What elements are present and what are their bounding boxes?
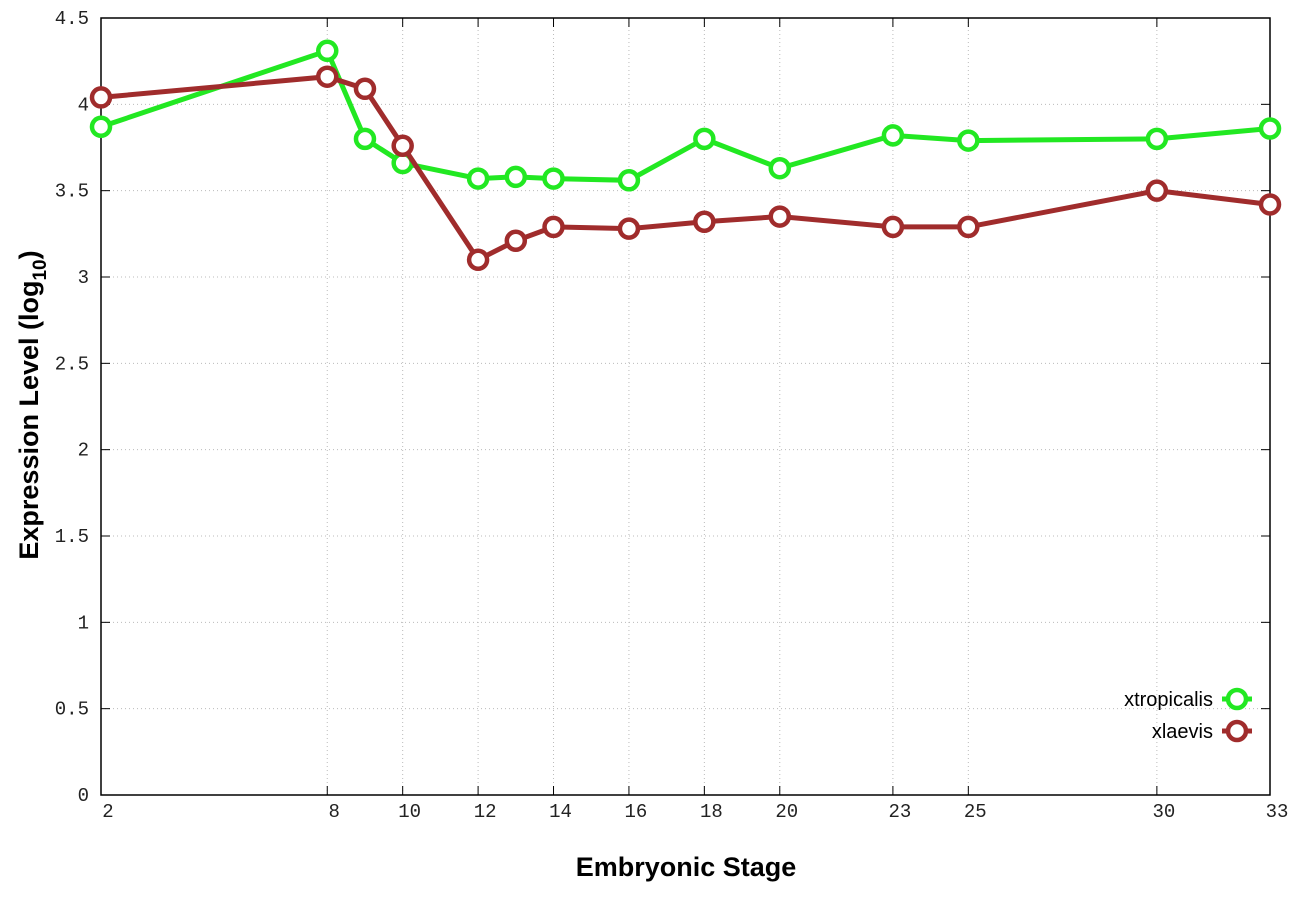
y-tick-label: 0 [78, 785, 89, 807]
data-point [1258, 193, 1282, 216]
x-axis-label: Embryonic Stage [576, 852, 797, 882]
data-point [504, 165, 528, 189]
data-point [1145, 179, 1169, 202]
data-point [881, 124, 905, 147]
data-point [504, 229, 528, 252]
series-line [100, 47, 1271, 183]
data-point [466, 167, 490, 190]
data-point [881, 215, 905, 239]
data-point [1258, 117, 1282, 140]
plot-frame [100, 17, 1271, 796]
data-point [693, 127, 716, 151]
data-point [89, 86, 113, 109]
data-point [466, 248, 490, 271]
data-point [353, 127, 377, 151]
data-point [542, 167, 565, 190]
data-point [1145, 127, 1169, 151]
data-point [89, 115, 113, 139]
x-tick-label: 25 [964, 801, 987, 823]
data-point [316, 65, 339, 88]
legend-label: xtropicalis [1124, 689, 1213, 711]
data-point [391, 134, 414, 158]
y-axis-label-main: Expression Level (log [14, 281, 44, 560]
data-point [316, 39, 339, 63]
y-axis-label: Expression Level (log10) [14, 250, 51, 559]
x-tick-label: 2 [102, 801, 113, 823]
y-tick-label: 4.5 [55, 8, 89, 30]
x-tick-label: 10 [398, 801, 421, 823]
data-point [617, 217, 641, 240]
data-point [768, 156, 792, 180]
y-tick-label: 1 [78, 612, 89, 634]
x-tick-label: 16 [625, 801, 648, 823]
data-point [353, 77, 377, 101]
y-tick-label: 1.5 [55, 526, 89, 548]
x-tick-label: 33 [1266, 801, 1289, 823]
x-tick-label: 18 [700, 801, 723, 823]
y-axis-label-sub: 10 [30, 259, 51, 280]
y-tick-label: 4 [78, 94, 89, 116]
x-tick-label: 8 [329, 801, 340, 823]
data-point [957, 129, 980, 152]
data-point [542, 215, 565, 239]
series-line [100, 74, 1271, 263]
x-tick-label: 30 [1152, 801, 1175, 823]
y-tick-label: 3.5 [55, 181, 89, 203]
data-point [617, 169, 641, 192]
legend-swatch-marker [1225, 687, 1249, 711]
x-tick-label: 20 [775, 801, 798, 823]
x-tick-label: 14 [549, 801, 572, 823]
data-point [957, 215, 980, 239]
data-point [768, 205, 792, 228]
y-axis-label-end: ) [14, 250, 44, 259]
legend-label: xlaevis [1152, 721, 1213, 743]
y-tick-label: 3 [78, 267, 89, 289]
x-tick-label: 23 [888, 801, 911, 823]
y-tick-label: 0.5 [55, 699, 89, 721]
legend-swatch-marker [1225, 719, 1249, 743]
y-tick-label: 2.5 [55, 353, 89, 375]
y-tick-label: 2 [78, 440, 89, 462]
x-tick-label: 12 [474, 801, 497, 823]
data-point [693, 210, 716, 233]
